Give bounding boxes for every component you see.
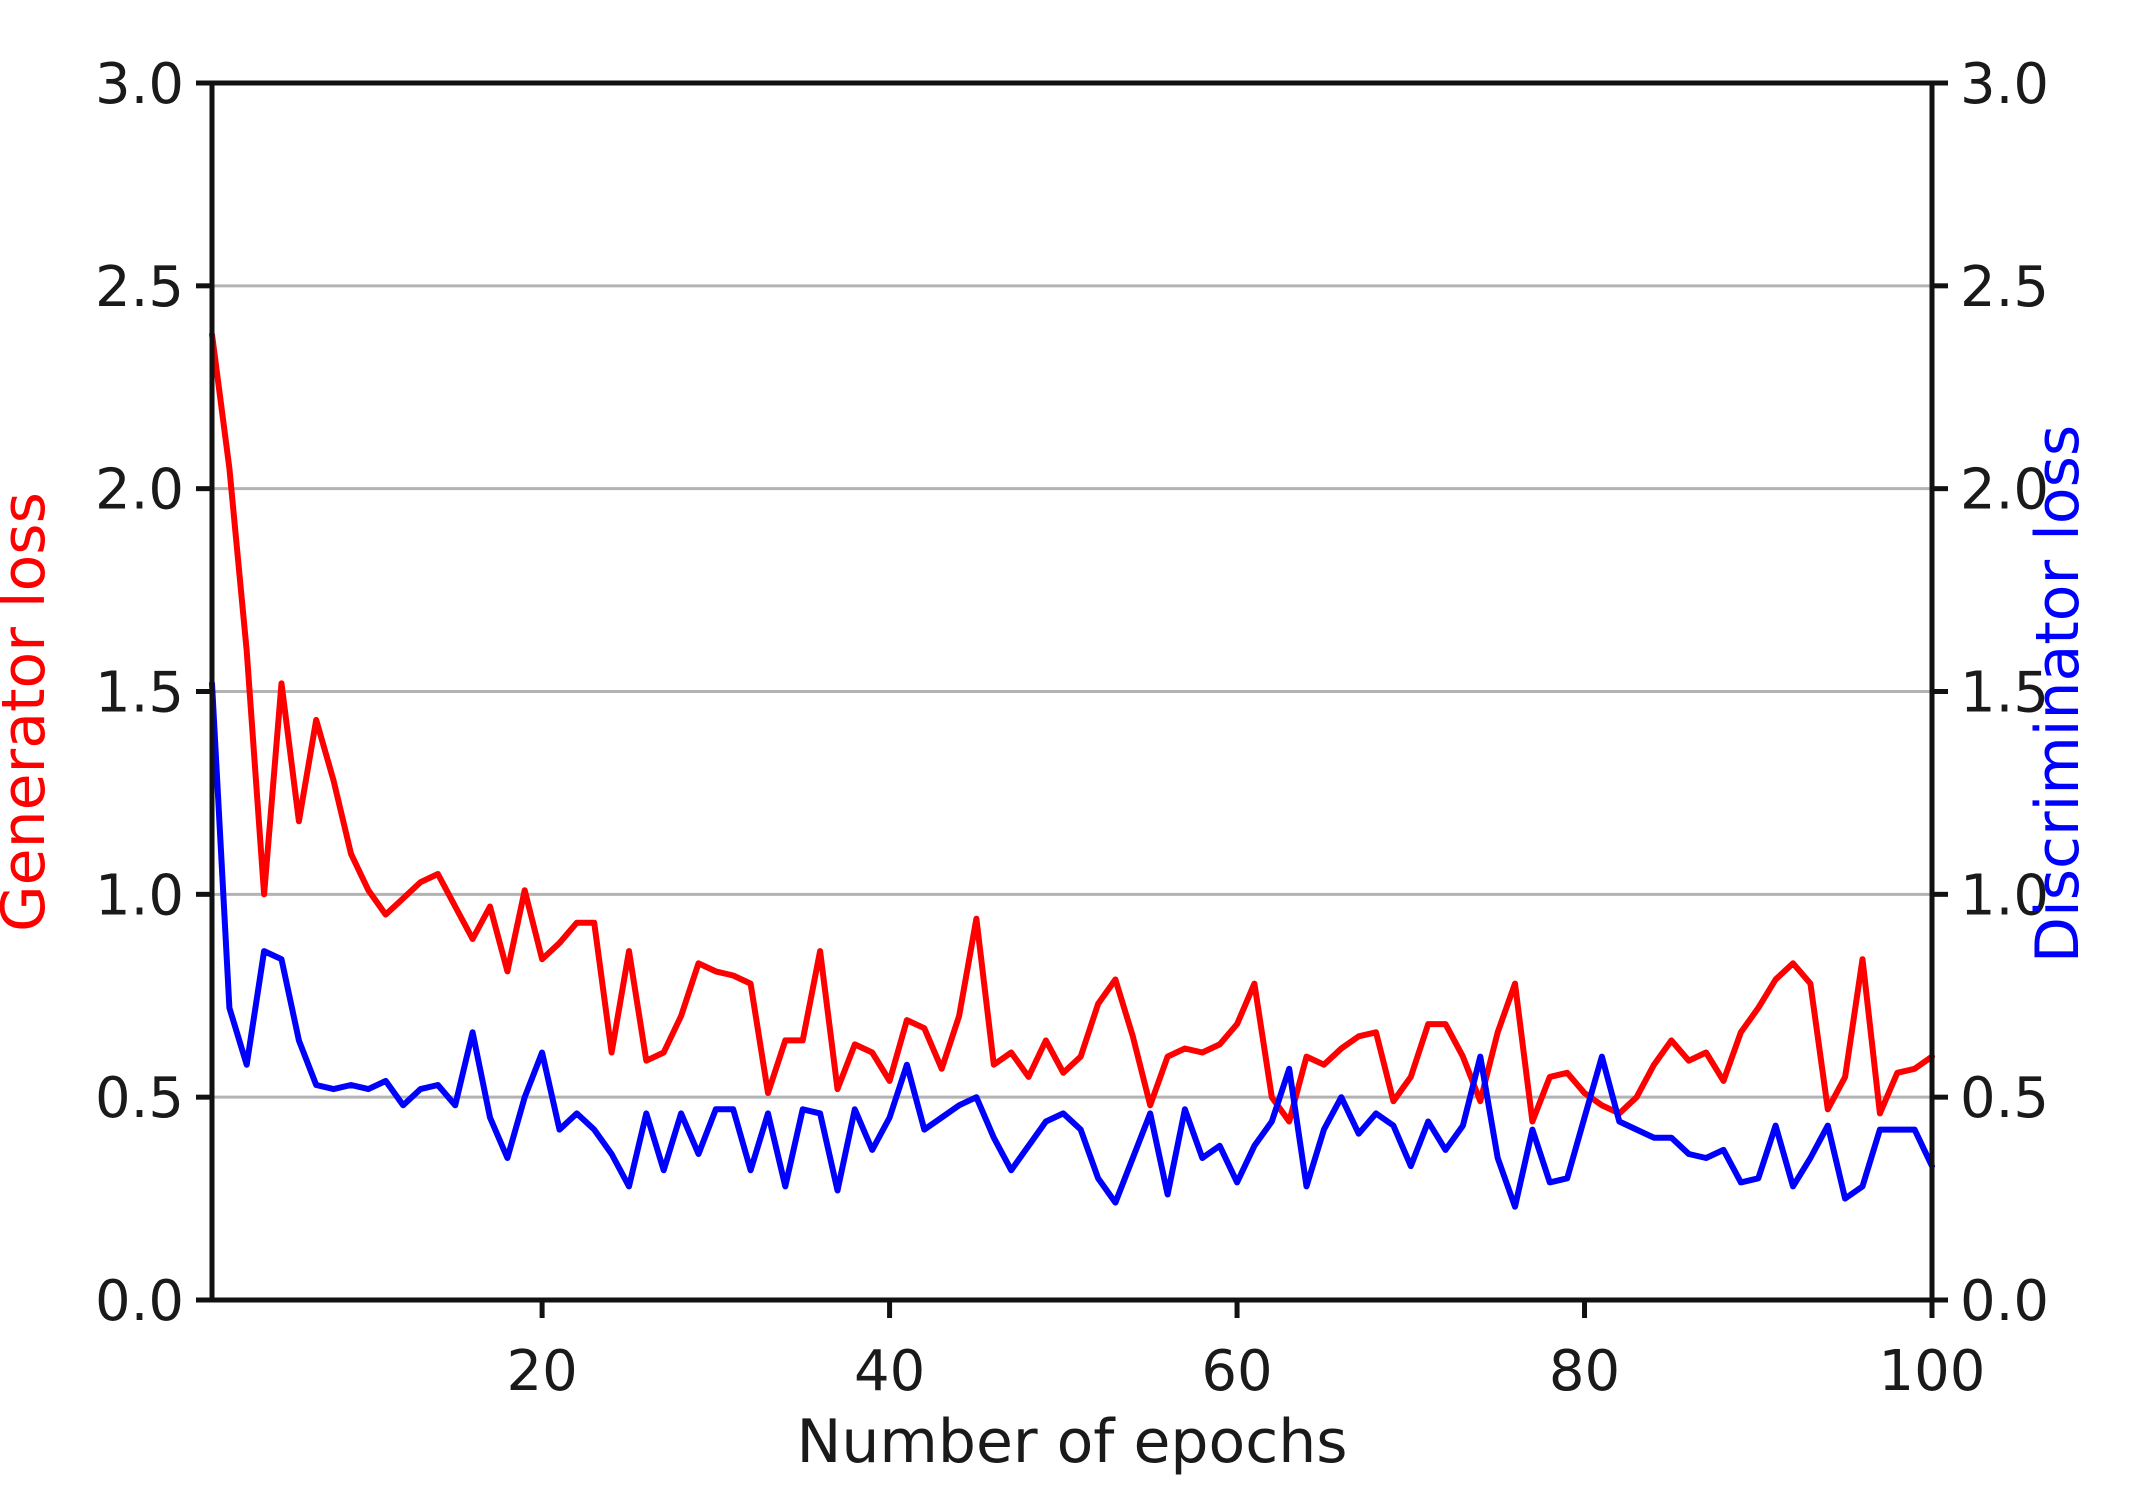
- left-tick-label-0.5: 0.5: [95, 1066, 184, 1131]
- left-axis-ticks: [196, 80, 212, 1303]
- right-tick-label-0.5: 0.5: [1960, 1066, 2049, 1131]
- left-axis-tick-labels: 0.0 0.5 1.0 1.5 2.0 2.5 3.0: [95, 52, 184, 1334]
- right-tick-label-1.0: 1.0: [1960, 863, 2049, 928]
- x-tick-label-100: 100: [1879, 1339, 1986, 1404]
- x-tick-label-80: 80: [1549, 1339, 1620, 1404]
- right-tick-label-2.0: 2.0: [1960, 458, 2049, 523]
- plot-border: [209, 80, 1935, 1303]
- right-tick-label-2.5: 2.5: [1960, 255, 2049, 320]
- left-tick-label-2.5: 2.5: [95, 255, 184, 320]
- left-tick-label-1.0: 1.0: [95, 863, 184, 928]
- bottom-axis-ticks: [539, 1300, 1935, 1318]
- x-tick-label-20: 20: [506, 1339, 577, 1404]
- bottom-axis-tick-labels: 20 40 60 80 100: [506, 1339, 1985, 1404]
- right-axis-ticks: [1932, 80, 1948, 1303]
- generator-loss-line: [209, 331, 1935, 1125]
- y-axis-label-generator-loss: Generator loss: [0, 492, 59, 932]
- horizontal-gridlines: [212, 284, 1932, 1099]
- right-tick-label-3.0: 3.0: [1960, 52, 2049, 117]
- left-tick-label-3.0: 3.0: [95, 52, 184, 117]
- discriminator-loss-line: [209, 680, 1935, 1210]
- right-tick-label-0.0: 0.0: [1960, 1269, 2049, 1334]
- x-axis-label-number-of-epochs: Number of epochs: [797, 1407, 1348, 1477]
- left-tick-label-0.0: 0.0: [95, 1269, 184, 1334]
- x-tick-label-60: 60: [1201, 1339, 1272, 1404]
- right-axis-tick-labels: 0.0 0.5 1.0 1.5 2.0 2.5 3.0: [1960, 52, 2049, 1334]
- right-tick-label-1.5: 1.5: [1960, 661, 2049, 726]
- y-axis-label-discriminator-loss: Discriminator loss: [2023, 425, 2093, 963]
- left-tick-label-1.5: 1.5: [95, 661, 184, 726]
- x-tick-label-40: 40: [854, 1339, 925, 1404]
- left-tick-label-2.0: 2.0: [95, 458, 184, 523]
